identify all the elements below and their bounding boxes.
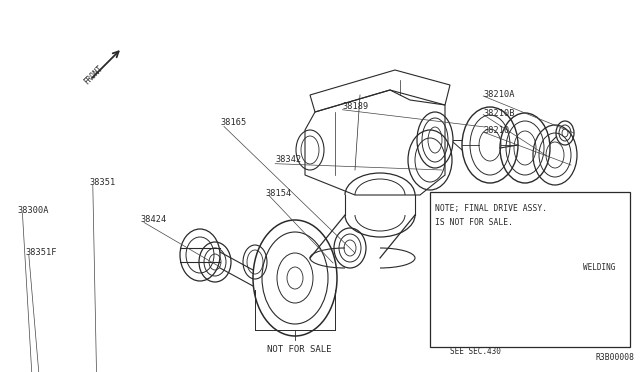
Text: 38154: 38154 — [266, 189, 292, 198]
Text: FRONT: FRONT — [82, 63, 105, 86]
Bar — [430, 192, 630, 347]
Text: 38210: 38210 — [483, 126, 509, 135]
Text: 38189: 38189 — [342, 102, 369, 110]
Text: IS NOT FOR SALE.: IS NOT FOR SALE. — [435, 218, 513, 227]
Text: NOT FOR SALE: NOT FOR SALE — [267, 346, 332, 355]
Text: WELDING: WELDING — [583, 263, 616, 273]
Text: 38210B: 38210B — [483, 109, 515, 118]
Text: 38424: 38424 — [141, 215, 167, 224]
Text: 38351F: 38351F — [26, 248, 57, 257]
Text: NOTE; FINAL DRIVE ASSY.: NOTE; FINAL DRIVE ASSY. — [435, 204, 547, 213]
Text: 38351: 38351 — [90, 178, 116, 187]
Text: SEE SEC.430: SEE SEC.430 — [449, 347, 500, 356]
Text: 38342: 38342 — [275, 155, 301, 164]
Text: 38300A: 38300A — [18, 206, 49, 215]
Text: 38210A: 38210A — [483, 90, 515, 99]
Text: R3B00008: R3B00008 — [596, 353, 635, 362]
Text: 38165: 38165 — [221, 118, 247, 127]
